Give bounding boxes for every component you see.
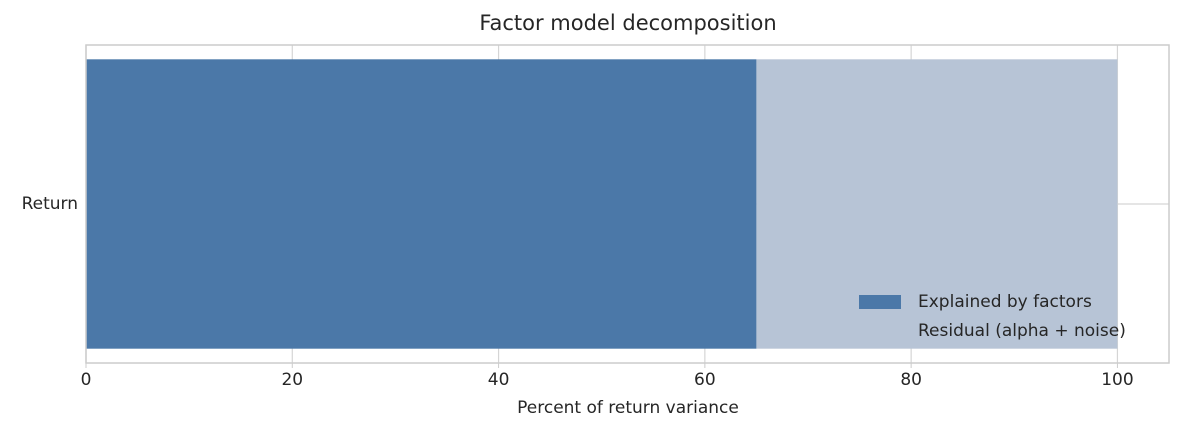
x-tick-label: 20 (281, 370, 303, 390)
legend-swatch (859, 324, 901, 338)
x-tick-label: 100 (1101, 370, 1133, 390)
legend-swatch (859, 295, 901, 309)
y-tick-label: Return (22, 194, 78, 214)
x-tick-label: 40 (488, 370, 510, 390)
chart-title: Factor model decomposition (479, 11, 776, 35)
bar (86, 59, 757, 349)
bar (756, 59, 1118, 349)
x-tick-label: 0 (81, 370, 92, 390)
plot-frame (85, 44, 1170, 364)
legend-label: Residual (alpha + noise) (918, 321, 1126, 341)
x-axis-label: Percent of return variance (517, 398, 739, 418)
x-tick-label: 60 (694, 370, 716, 390)
legend-label: Explained by factors (918, 292, 1092, 312)
x-tick-label: 80 (900, 370, 922, 390)
